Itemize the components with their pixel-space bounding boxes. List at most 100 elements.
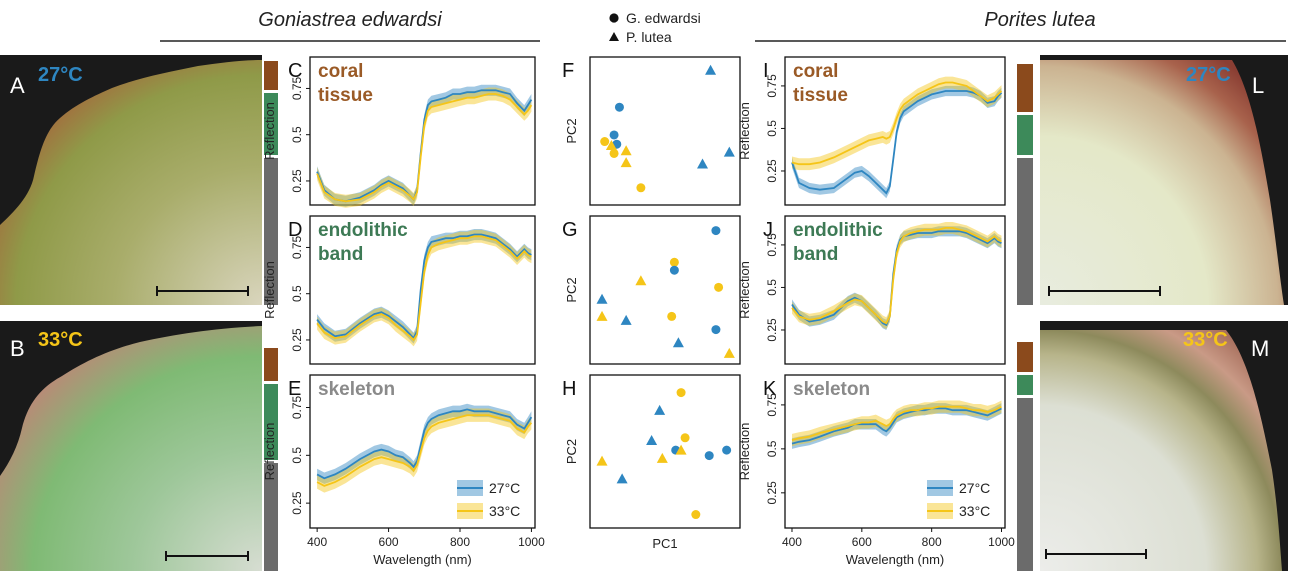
coral-section-image [1040,60,1284,305]
species-header-right: Porites lutea [755,9,1286,42]
series-line-27c [791,90,1003,195]
panel-letter: B [10,336,25,361]
coral-section-image [0,60,262,305]
layer-skeleton-bar [264,463,278,571]
legend-label: 27°C [959,480,990,496]
series-line-33c [316,235,532,342]
legend-circle-marker [609,13,619,23]
y-tick-label: 0.25 [765,159,779,183]
series-line-33c [791,227,1002,325]
layer-bar-b [264,348,278,571]
series-line-33c [316,414,533,487]
scatter-point-circle [691,510,701,520]
plot-frame [589,215,741,365]
y-tick-label: 0.5 [765,279,779,296]
series-band-33c [792,222,1002,330]
series-band-27c [792,403,1002,449]
y-axis-label: Reflection [262,423,277,481]
x-axis-label: PC1 [652,536,677,551]
scatter-point-circle [669,265,679,275]
plot-frame [589,374,741,529]
scatter-point-circle [614,102,624,112]
panel-title: skeleton [318,379,395,400]
series-band-27c [317,403,532,484]
panel-letter: F [562,60,574,82]
y-tick-label: 0.25 [765,318,779,342]
species-name-right: Porites lutea [984,9,1095,31]
y-axis-label: Reflection [737,102,752,160]
plot-frame [589,56,741,206]
panel-letter: C [288,60,302,82]
legend-label: 33°C [959,503,990,519]
layer-tissue-bar [1017,64,1033,112]
plot-frame [784,56,1006,206]
scatter-point-triangle [596,293,608,304]
panel-j: J Reflection 0.25 0.5 0.75 endolithic band [737,215,1006,365]
scatter-point-triangle [620,157,632,168]
series-band-27c [317,84,532,207]
scatter-point-circle [676,388,686,398]
panel-title: coral [793,61,838,82]
series-line-33c [791,81,1003,166]
panel-letter: H [562,378,576,400]
panel-letter: E [288,378,301,400]
series-line-33c [316,93,533,203]
y-axis-label: Reflection [262,261,277,319]
panel-title: tissue [318,85,373,106]
panel-letter: I [763,60,769,82]
layer-band-bar [264,384,278,460]
photo-l: 27°C L [1040,55,1288,305]
layer-skeleton-bar [1017,398,1033,571]
panel-letter: G [562,219,578,241]
layer-tissue-bar [264,61,278,90]
y-tick-label: 0.75 [765,74,779,98]
y-tick-label: 0.25 [290,169,304,193]
series-line-27c [316,233,532,340]
layer-skeleton-bar [1017,158,1033,305]
x-tick-label: 800 [922,535,942,549]
x-tick-label: 1000 [988,535,1015,549]
series-line-27c [316,408,533,480]
y-axis-label: PC2 [564,277,579,302]
scatter-point-circle [704,451,714,461]
layer-bar-a [264,61,278,305]
panel-title: skeleton [793,379,870,400]
charts-layer: C Reflection 0.25 0.5 0.75 coral tissue D Reflec… [262,56,1015,567]
y-tick-label: 0.25 [290,491,304,515]
layer-band-bar [1017,115,1033,155]
panel-i: I Reflection 0.25 0.5 0.75 coral tissue [737,56,1006,206]
x-tick-label: 400 [782,535,802,549]
panel-g: G PC2 [562,215,741,365]
panel-d: D Reflection 0.25 0.5 0.75 endolithic band [262,215,536,365]
scatter-point-triangle [723,347,735,358]
scatter-point-triangle [654,404,666,415]
scatter-point-triangle [635,275,647,286]
y-tick-label: 0.5 [290,447,304,464]
scatter-point-triangle [596,455,608,466]
panel-letter: M [1251,336,1269,361]
y-tick-label: 0.5 [290,126,304,143]
series-line-33c [791,405,1002,441]
y-tick-label: 0.75 [765,233,779,257]
y-axis-label: PC2 [564,118,579,143]
plot-frame [309,374,536,529]
layer-bar-l [1017,64,1033,305]
series-band-27c [317,229,532,344]
layer-tissue-bar [264,348,278,381]
x-tick-label: 400 [307,535,327,549]
panel-letter: D [288,219,302,241]
scatter-point-triangle [620,145,632,156]
scatter-point-triangle [705,64,717,75]
panel-title: coral [318,61,363,82]
legend-triangle-marker [609,32,619,41]
scatter-point-circle [636,183,646,193]
layer-tissue-bar [1017,342,1033,372]
species-name-left: Goniastrea edwardsi [258,9,442,31]
scatter-point-triangle [605,140,617,151]
panel-f: F PC2 [562,56,741,206]
temperature-label: 33°C [38,329,83,351]
plot-frame [309,215,536,365]
y-tick-label: 0.75 [290,235,304,259]
scatter-point-circle [669,257,679,267]
